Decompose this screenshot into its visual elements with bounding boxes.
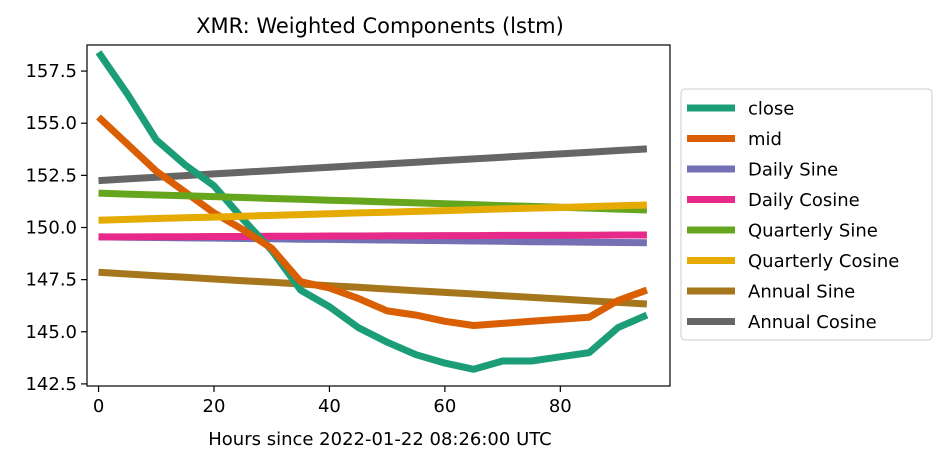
plot-frame (86, 44, 671, 387)
y-tick-label: 152.5 (25, 165, 77, 186)
legend-label: Daily Sine (748, 160, 838, 181)
chart-title: XMR: Weighted Components (lstm) (196, 14, 564, 38)
series-line-annual-cosine (98, 145, 648, 185)
legend-label: mid (748, 129, 782, 150)
y-tick-label: 155.0 (25, 113, 77, 134)
x-tick-label: 40 (318, 396, 341, 417)
y-tick-label: 145.0 (25, 322, 77, 343)
x-axis: 0 20 40 60 80 (93, 386, 572, 417)
legend: close mid Daily Sine Daily Cosine Quarterly … (680, 88, 933, 341)
series-line-annual-sine (98, 268, 648, 308)
legend-label: close (748, 99, 794, 120)
x-tick-label: 80 (549, 396, 572, 417)
legend-label: Annual Cosine (748, 312, 877, 333)
series-line-quarterly-cosine (98, 201, 647, 224)
y-tick-label: 157.5 (25, 61, 77, 82)
y-tick-label: 150.0 (25, 217, 77, 238)
x-tick-label: 20 (203, 396, 226, 417)
legend-label: Quarterly Sine (748, 221, 878, 242)
legend-label: Annual Sine (748, 282, 855, 303)
x-tick-label: 60 (433, 396, 456, 417)
series-line-daily-cosine (98, 231, 647, 241)
series-lines (95, 50, 649, 373)
x-axis-label: Hours since 2022-01-22 08:26:00 UTC (208, 429, 552, 450)
legend-label: Daily Cosine (748, 190, 860, 211)
legend-label: Quarterly Cosine (748, 251, 899, 272)
y-axis: 142.5 145.0 147.5 150.0 152.5 155.0 157.5 (25, 61, 87, 395)
x-tick-label: 0 (93, 396, 104, 417)
series-line-close (95, 50, 649, 373)
y-tick-label: 147.5 (25, 270, 77, 291)
y-tick-label: 142.5 (25, 374, 77, 395)
legend-frame (680, 88, 933, 341)
